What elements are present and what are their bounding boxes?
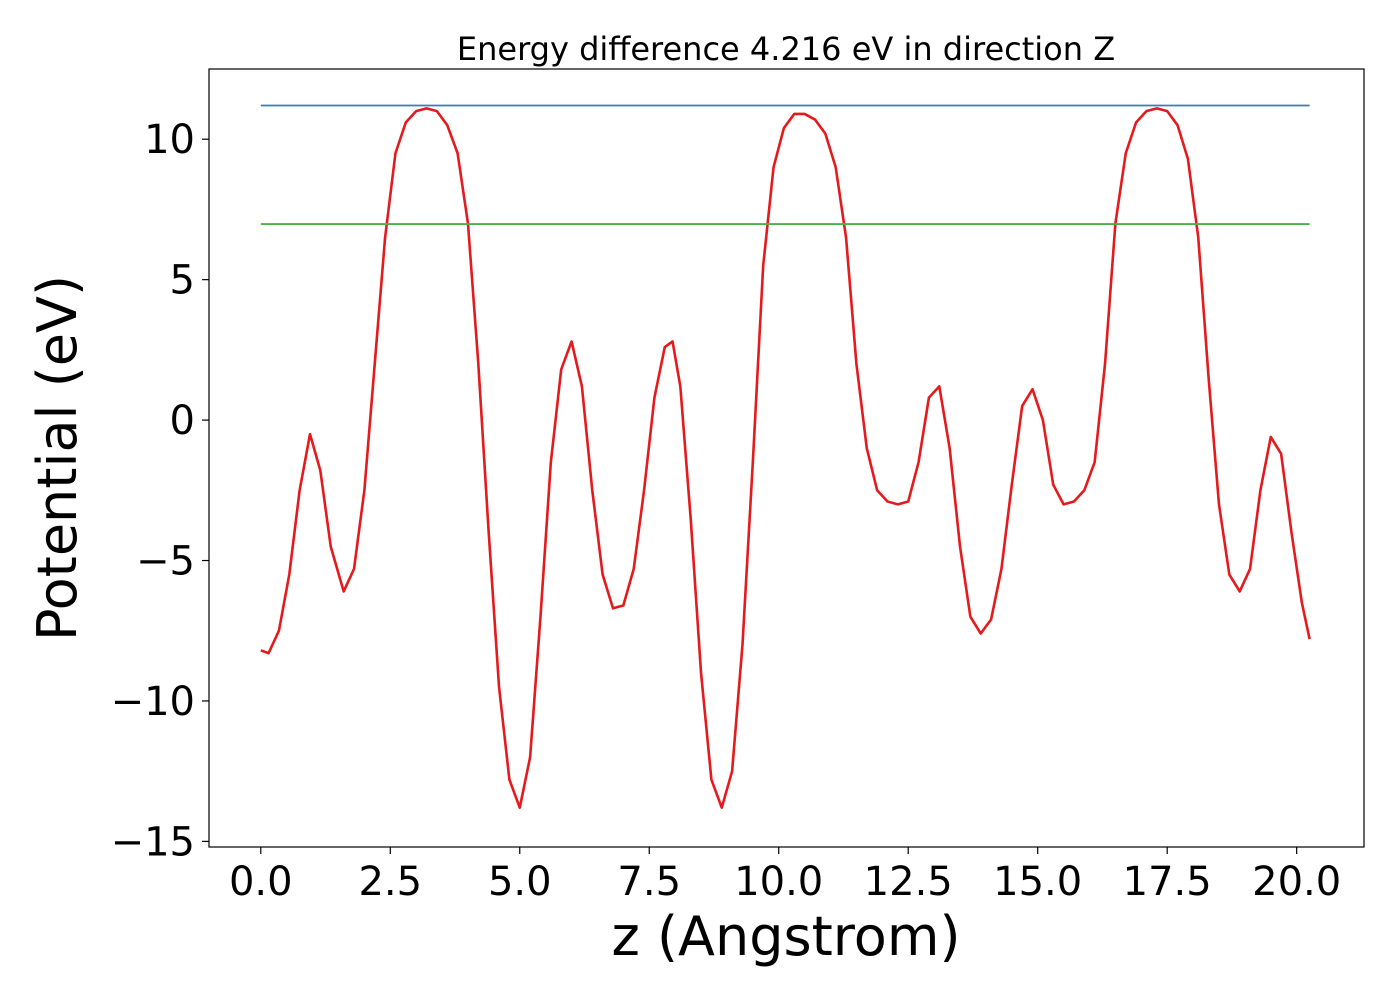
y-tick-label: −15: [111, 819, 195, 865]
x-tick-label: 2.5: [358, 859, 422, 905]
x-axis-title: z (Angstrom): [611, 905, 960, 968]
y-axis-ticks: −15 −10 −5 0 5 10: [111, 117, 209, 865]
chart-title: Energy difference 4.216 eV in direction …: [457, 30, 1115, 68]
x-tick-label: 20.0: [1252, 859, 1341, 905]
series-layer: [260, 104, 1311, 809]
x-tick-label: 7.5: [617, 859, 681, 905]
x-tick-label: 17.5: [1123, 859, 1212, 905]
x-tick-label: 0.0: [229, 859, 293, 905]
series-line-potential-curve: [260, 107, 1311, 809]
plot-frame: [208, 68, 1365, 848]
y-tick-label: −10: [111, 679, 195, 725]
x-tick-label: 12.5: [864, 859, 953, 905]
x-tick-label: 5.0: [488, 859, 552, 905]
x-axis-ticks: 0.0 2.5 5.0 7.5 10.0 12.5 15.0 17.5 20.0: [229, 847, 1341, 905]
y-tick-label: 5: [170, 258, 195, 304]
y-tick-label: −5: [136, 539, 195, 585]
x-tick-label: 15.0: [993, 859, 1082, 905]
x-tick-label: 10.0: [734, 859, 823, 905]
y-tick-label: 10: [144, 117, 195, 163]
y-tick-label: 0: [170, 398, 195, 444]
y-axis-title: Potential (eV): [26, 275, 89, 641]
